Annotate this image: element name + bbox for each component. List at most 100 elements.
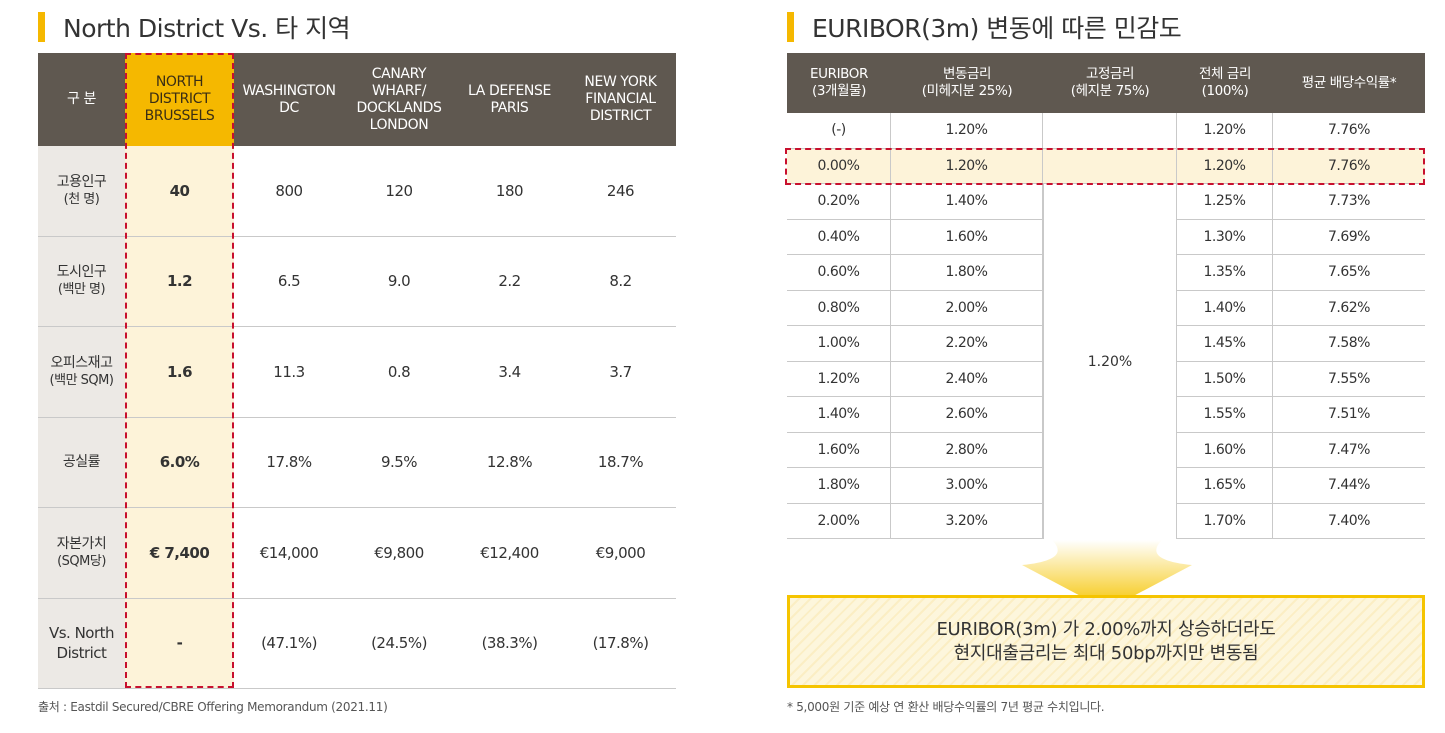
table-cell: - xyxy=(125,598,234,688)
header-label: 고정금리 (헤지분 75%) xyxy=(1070,66,1150,99)
table-cell: 1.50% xyxy=(1177,361,1273,396)
district-comparison-table: 구 분 NORTH DISTRICT BRUSSELS WASHINGTON D… xyxy=(38,53,676,689)
row-label: 공실률 xyxy=(38,417,125,507)
table-cell: 2.00% xyxy=(891,290,1043,325)
header-canary-wharf: CANARY WHARF/ DOCKLANDS LONDON xyxy=(344,53,454,146)
header-label: EURIBOR (3개월물) xyxy=(809,66,868,99)
header-label: WASHINGTON DC xyxy=(242,82,336,116)
table-row: (-) 1.20% 1.20% 7.76% xyxy=(787,113,1425,149)
header-washington: WASHINGTON DC xyxy=(234,53,344,146)
table-cell: 3.00% xyxy=(891,468,1043,503)
table-cell: 1.40% xyxy=(787,397,891,432)
table-row: 공실률 6.0% 17.8% 9.5% 12.8% 18.7% xyxy=(38,417,676,508)
table-cell: 1.80% xyxy=(787,468,891,503)
row-label-main: 공실률 xyxy=(62,454,101,471)
table-cell: 18.7% xyxy=(597,453,644,472)
header-label: 구 분 xyxy=(66,91,96,107)
header-la-defense: LA DEFENSE PARIS xyxy=(454,53,565,146)
table-cell: 1.40% xyxy=(1177,290,1273,325)
table-cell: (24.5%) xyxy=(371,634,427,653)
table-cell: 1.00% xyxy=(787,326,891,361)
table-cell: 3.20% xyxy=(891,503,1043,538)
title-accent-bar xyxy=(38,12,45,42)
table-cell: 7.76% xyxy=(1328,122,1370,139)
table-cell: 7.51% xyxy=(1328,406,1370,423)
table-cell: 800 xyxy=(275,181,303,200)
row-label-main: 도시인구 xyxy=(56,264,107,281)
table-cell: 1.25% xyxy=(1177,184,1273,219)
euribor-sensitivity-table: EURIBOR (3개월물) 변동금리 (미헤지분 25%) 고정금리 (헤지분… xyxy=(785,53,1425,539)
table-cell: €14,000 xyxy=(259,543,319,562)
table-cell: 1.65% xyxy=(1177,468,1273,503)
header-label: NEW YORK FINANCIAL DISTRICT xyxy=(584,74,657,124)
header-label: NORTH DISTRICT BRUSSELS xyxy=(144,74,215,124)
table-row: 도시인구 (백만 명) 1.2 6.5 9.0 2.2 8.2 xyxy=(38,236,676,327)
table-cell xyxy=(1043,148,1177,183)
table-cell: (47.1%) xyxy=(261,634,317,653)
table-cell: 120 xyxy=(385,181,413,200)
row-label-sub: (천 명) xyxy=(63,191,100,207)
table-cell: 9.5% xyxy=(380,453,418,472)
table-cell: 2.2 xyxy=(498,272,521,291)
table-row: 자본가치 (SQM당) € 7,400 €14,000 €9,800 €12,40… xyxy=(38,508,676,599)
table-cell: € 7,400 xyxy=(125,508,234,598)
table-header-row: 구 분 NORTH DISTRICT BRUSSELS WASHINGTON D… xyxy=(38,53,676,146)
conclusion-callout: EURIBOR(3m) 가 2.00%까지 상승하더라도 현지대출금리는 최대 … xyxy=(787,595,1425,688)
header-total-rate: 전체 금리 (100%) xyxy=(1177,53,1273,113)
table-row: 0.00% 1.20% 1.20% 7.76% xyxy=(787,148,1425,184)
row-label: 자본가치 (SQM당) xyxy=(38,508,125,598)
row-label-sub: District xyxy=(56,644,107,663)
table-cell: 180 xyxy=(495,181,524,200)
header-north-district: NORTH DISTRICT BRUSSELS xyxy=(125,53,234,146)
table-cell: 1.60% xyxy=(787,432,891,467)
table-cell: 1.20% xyxy=(1177,148,1273,183)
row-label: 도시인구 (백만 명) xyxy=(38,236,125,326)
table-cell: 7.58% xyxy=(1328,335,1370,352)
table-cell: 2.40% xyxy=(891,361,1043,396)
table-cell: 7.40% xyxy=(1328,512,1370,529)
table-cell: 0.8 xyxy=(387,362,411,381)
table-cell: €9,000 xyxy=(595,543,646,562)
table-cell xyxy=(1043,113,1177,148)
table-cell: 1.80% xyxy=(891,255,1043,290)
row-label-main: 고용인구 xyxy=(56,173,107,190)
table-cell: 6.5 xyxy=(277,272,301,291)
row-label: Vs. North District xyxy=(38,598,125,688)
header-average-yield: 평균 배당수익률* xyxy=(1273,53,1425,113)
row-label-sub: (백만 SQM) xyxy=(49,372,114,388)
table-cell: 0.00% xyxy=(787,148,891,183)
table-cell: 3.7 xyxy=(609,362,632,381)
table-cell: 1.55% xyxy=(1177,397,1273,432)
table-cell: 1.20% xyxy=(787,361,891,396)
table-cell: 17.8% xyxy=(266,453,312,472)
header-label: CANARY WHARF/ DOCKLANDS LONDON xyxy=(356,65,442,133)
table-cell: 7.47% xyxy=(1328,441,1370,458)
table-cell: 0.60% xyxy=(787,255,891,290)
table-cell: 1.35% xyxy=(1177,255,1273,290)
table-cell: 2.20% xyxy=(891,326,1043,361)
euribor-sensitivity-title: EURIBOR(3m) 변동에 따른 민감도 xyxy=(812,14,1182,43)
header-category: 구 분 xyxy=(38,53,125,146)
footnote: * 5,000원 기준 예상 연 환산 배당수익률의 7년 평균 수치입니다. xyxy=(787,700,1105,714)
table-cell: 1.60% xyxy=(891,219,1043,254)
table-row: 오피스재고 (백만 SQM) 1.6 11.3 0.8 3.4 3.7 xyxy=(38,327,676,418)
table-cell: 1.45% xyxy=(1177,326,1273,361)
row-label-main: Vs. North xyxy=(48,624,115,643)
table-cell: 12.8% xyxy=(486,453,533,472)
table-cell: 3.4 xyxy=(498,362,521,381)
table-cell: 7.44% xyxy=(1328,477,1370,494)
header-label: 변동금리 (미헤지분 25%) xyxy=(921,66,1013,99)
table-cell: 2.00% xyxy=(787,503,891,538)
table-cell: 246 xyxy=(606,181,635,200)
row-label-sub: (SQM당) xyxy=(57,553,106,569)
table-cell: 1.20% xyxy=(891,113,1043,148)
table-row: 0.20% 1.40% 1.25% 7.73% xyxy=(787,184,1425,220)
table-cell: 1.60% xyxy=(1177,432,1273,467)
source-note: 출처 : Eastdil Secured/CBRE Offering Memor… xyxy=(38,700,388,714)
table-cell: (-) xyxy=(787,113,891,148)
table-row: 고용인구 (천 명) 40 800 120 180 246 xyxy=(38,146,676,237)
table-cell: 1.2 xyxy=(125,236,234,326)
table-cell: 9.0 xyxy=(387,272,411,291)
table-body: (-) 1.20% 1.20% 7.76% 0.00% 1.20% 1.20% 7.76% 0.… xyxy=(785,113,1425,539)
row-label-sub: (백만 명) xyxy=(57,282,106,298)
